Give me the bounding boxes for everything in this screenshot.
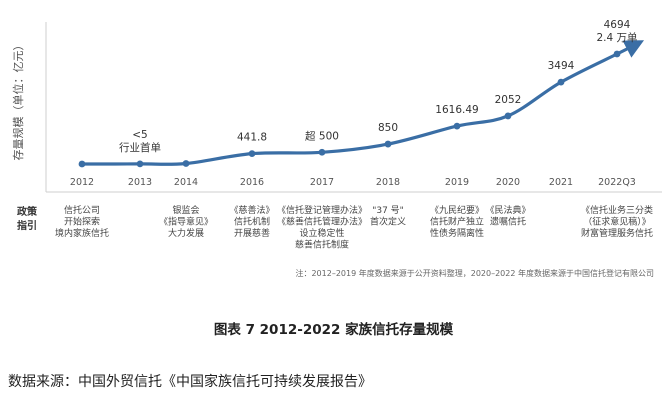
x-tick-label: 2014 xyxy=(174,177,198,188)
x-tick-label: 2019 xyxy=(445,177,469,188)
data-point xyxy=(557,78,565,86)
policy-notes: 信托公司开始探索境内家族信托 银监会《指导意见》大力发展《慈善法》信托机制开展慈善… xyxy=(55,204,653,251)
source-note: 数据来源：中国外贸信托《中国家族信托可持续发展报告》 xyxy=(8,374,372,390)
policy-title-text: 政策指引 xyxy=(17,205,38,232)
data-point xyxy=(384,140,392,148)
data-point xyxy=(318,148,326,156)
data-point xyxy=(613,50,621,58)
x-tick-label: 2020 xyxy=(496,177,520,188)
x-tick-label: 2013 xyxy=(128,177,152,188)
policy-title: 政策指引 xyxy=(17,205,38,232)
data-point xyxy=(136,160,144,168)
data-label: 1616.49 xyxy=(435,104,478,116)
x-tick-label: 2017 xyxy=(310,177,334,188)
policy-note: 《民法典》遗嘱信托 xyxy=(485,204,530,228)
data-point xyxy=(453,122,461,130)
policy-note: 《九民纪要》信托财产独立性债务隔离性 xyxy=(430,204,484,239)
trust-scale-chart: 存量规模（单位：亿元） 2012 2013 2014 2016 2017 2018 2019… xyxy=(11,19,662,278)
data-label: 4694 2.4 万单 xyxy=(596,19,637,44)
data-label: 2052 xyxy=(495,94,522,106)
data-label: 441.8 xyxy=(237,132,267,144)
data-label: 超 500 xyxy=(305,129,339,142)
policy-note: "37 号"首次定义 xyxy=(370,205,406,228)
policy-note: 《慈善法》信托机制开展慈善 xyxy=(229,204,274,239)
x-tick-label: 2012 xyxy=(70,177,94,188)
x-tick-label: 2016 xyxy=(240,177,264,188)
data-point xyxy=(248,150,256,158)
data-point xyxy=(504,112,512,120)
x-tick-label: 2022Q3 xyxy=(598,177,636,188)
x-tick-label: 2021 xyxy=(549,177,573,188)
x-tick-label: 2018 xyxy=(376,177,400,188)
data-labels: <5 行业首单 441.8 超 500 850 1616.49 2052 3494 4694 2.… xyxy=(119,19,638,154)
data-label: 850 xyxy=(378,122,398,134)
x-tick-labels: 2012 2013 2014 2016 2017 2018 2019 2020 2021 2022… xyxy=(70,177,636,188)
policy-note: 《信托登记管理办法》《慈善信托管理办法》设立稳定性慈善信托制度 xyxy=(277,204,367,251)
policy-note: 《信托业务三分类（征求意见稿）》财富管理服务信托 xyxy=(581,204,653,239)
figure-caption: 图表 7 2012-2022 家族信托存量规模 xyxy=(213,322,454,338)
policy-note: 银监会《指导意见》大力发展 xyxy=(159,204,213,239)
y-axis-label: 存量规模（单位：亿元） xyxy=(11,40,25,161)
data-points xyxy=(78,50,621,168)
policy-note: 信托公司开始探索境内家族信托 xyxy=(55,204,109,239)
data-label: <5 行业首单 xyxy=(119,129,161,154)
data-label: 3494 xyxy=(548,60,575,72)
data-point xyxy=(182,160,190,167)
data-point xyxy=(78,160,86,168)
footnote: 注：2012–2019 年度数据来源于公开资料整理，2020–2022 年度数据… xyxy=(295,268,654,278)
